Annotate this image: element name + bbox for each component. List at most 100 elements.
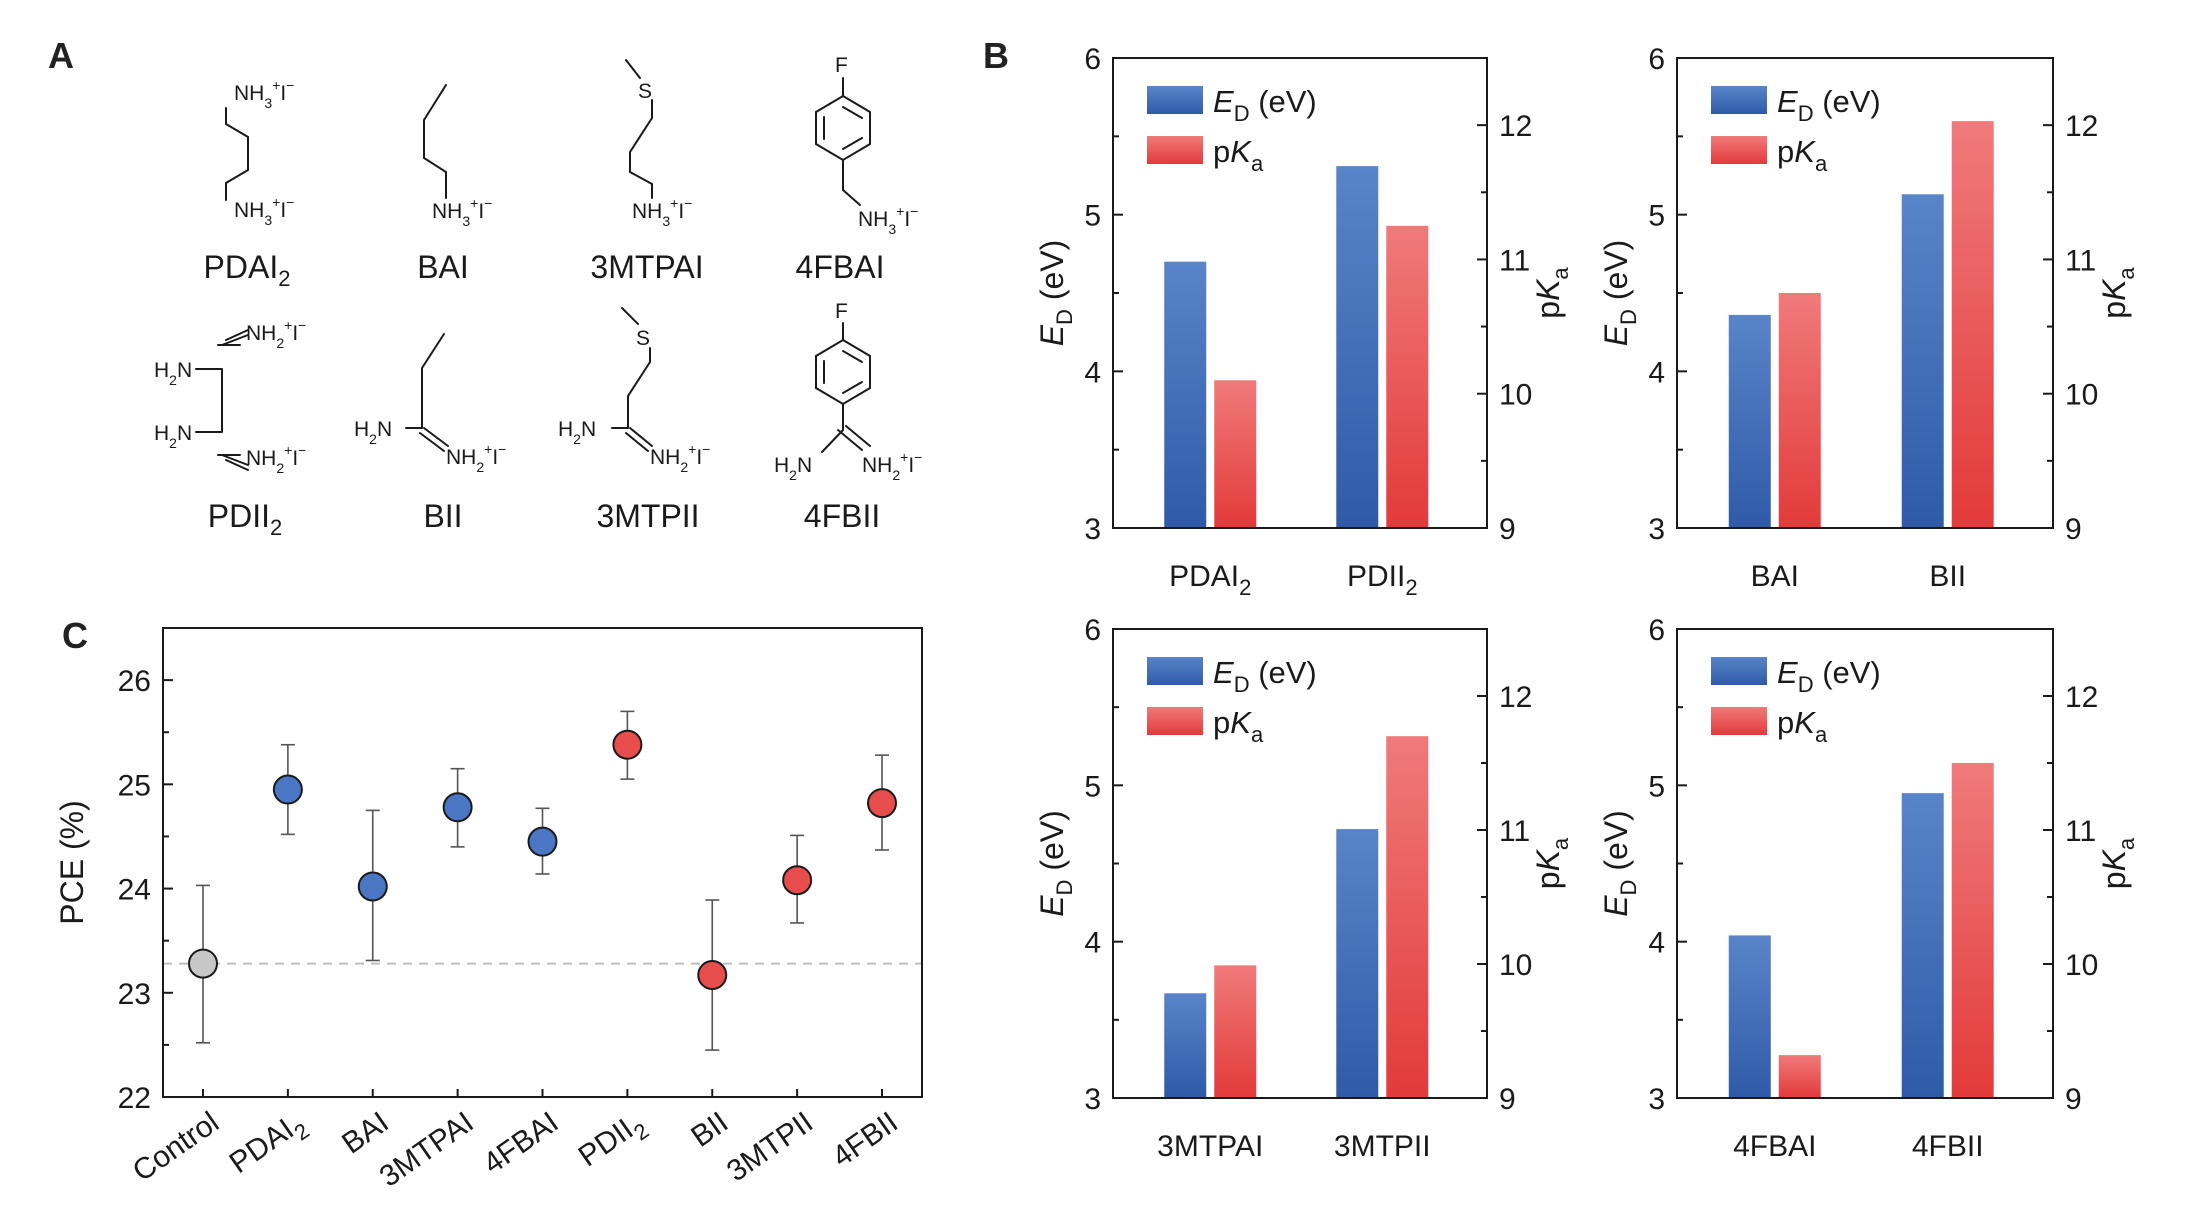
molecule-3mtpai: S NH3+I− 3MTPAI — [590, 59, 704, 285]
right-tick-label: 9 — [1499, 1083, 1516, 1116]
right-tick-label: 9 — [2065, 513, 2082, 546]
pce-point — [188, 948, 218, 979]
y-tick-label: 26 — [118, 665, 151, 698]
category-label: PDAI2 — [1169, 560, 1251, 600]
ed-bar — [1728, 935, 1771, 1098]
legend-symbol: p — [1777, 134, 1794, 169]
legend-swatch — [1711, 86, 1767, 114]
pdii2-name: PDII2 — [208, 498, 282, 540]
ed-bar — [1728, 314, 1771, 528]
bii-iminium-label: NH2+I− — [446, 441, 506, 475]
category-main: PDII — [573, 1113, 640, 1174]
pce-point — [272, 774, 303, 805]
pce-category-label: BII — [685, 1106, 734, 1154]
legend-unit: (eV) — [1250, 655, 1317, 690]
left-tick-label: 3 — [1084, 1083, 1101, 1116]
3mtpii-chain-bond — [611, 307, 653, 452]
left-tick-label: 3 — [1084, 513, 1101, 546]
legend-sub: a — [1815, 722, 1828, 747]
axis-symbol: p — [2096, 301, 2132, 319]
category-main: 4FBII — [826, 1106, 904, 1174]
4fbii-fluorine-label: F — [835, 300, 848, 323]
4fbii-iminium-label: NH2+I− — [862, 449, 922, 483]
legend-label: pKa — [1213, 705, 1264, 747]
axis-symbol: E — [1034, 324, 1070, 346]
pce-category-label: BAI — [336, 1106, 395, 1161]
ed-bar — [1164, 261, 1207, 528]
legend-symbol-italic: K — [1794, 705, 1816, 740]
axis-unit: (eV) — [1598, 810, 1634, 879]
category-label: 4FBAI — [1733, 1130, 1816, 1163]
pce-category-label: 3MTPAI — [374, 1106, 480, 1194]
pdai2-bottom-amine-label: NH3+I− — [234, 194, 294, 228]
pce-category-label: 3MTPII — [721, 1106, 819, 1188]
axis-unit: (eV) — [1034, 240, 1070, 309]
right-axis-title: pKa — [2096, 837, 2139, 889]
3mtpii-amine-label: H2N — [558, 418, 596, 447]
legend-sub: a — [1815, 151, 1828, 176]
bii-name: BII — [423, 498, 462, 534]
legend-label: pKa — [1777, 705, 1828, 747]
category-main: 4FBAI — [477, 1106, 564, 1181]
legend-label: pKa — [1213, 134, 1264, 176]
axis-symbol: p — [1530, 301, 1566, 319]
left-tick-label: 4 — [1084, 356, 1101, 389]
category-label: BII — [1929, 560, 1966, 593]
legend-unit: (eV) — [1814, 655, 1881, 690]
right-tick-label: 10 — [2065, 379, 2098, 412]
3mtpai-name: 3MTPAI — [590, 249, 703, 285]
bii-chain-bond — [405, 333, 449, 452]
molecule-pdii2: NH2+I− H2N H2N NH2+I− PDII2 — [154, 317, 306, 540]
pdii2-top-iminium-label: NH2+I− — [246, 317, 306, 351]
pce-point — [527, 826, 558, 857]
ed-bar — [1336, 829, 1379, 1098]
legend-unit: (eV) — [1250, 84, 1317, 119]
axis-unit: (eV) — [1598, 240, 1634, 309]
left-tick-label: 6 — [1084, 614, 1101, 647]
right-tick-label: 12 — [2065, 110, 2098, 143]
left-tick-label: 4 — [1648, 927, 1665, 960]
4fbii-ring-bond — [815, 322, 871, 453]
panel-label-c: C — [62, 615, 88, 656]
pdii2-bottom-iminium-label: NH2+I− — [246, 442, 306, 476]
legend-label: ED (eV) — [1213, 655, 1317, 697]
pce-point — [442, 792, 473, 823]
pdii2-chain-bond — [195, 329, 249, 471]
pka-bar — [1386, 225, 1429, 528]
legend-swatch — [1711, 657, 1767, 685]
panel-label-b: B — [983, 35, 1009, 76]
axis-sub: D — [1616, 309, 1641, 325]
pdii2-bottom-amine-label: H2N — [154, 422, 192, 451]
y-tick-label: 22 — [118, 1082, 151, 1115]
3mtpai-sulfur-label: S — [638, 80, 652, 103]
ed-bar — [1901, 793, 1944, 1098]
legend-label: ED (eV) — [1777, 655, 1881, 697]
legend-sub: D — [1234, 672, 1250, 697]
right-axis-title: pKa — [1530, 267, 1573, 319]
left-axis-title: ED (eV) — [1598, 810, 1641, 917]
left-tick-label: 5 — [1084, 200, 1101, 233]
category-label-main: BII — [1929, 560, 1966, 593]
molecule-bai: NH3+I− BAI — [417, 84, 492, 285]
category-label-main: 4FBII — [1912, 1130, 1984, 1163]
category-label-sub: 2 — [1405, 575, 1417, 600]
pce-point — [357, 871, 388, 902]
4fbai-amine-label: NH3+I− — [858, 203, 918, 237]
y-tick-label: 24 — [118, 874, 151, 907]
axis-symbol: E — [1598, 324, 1634, 346]
category-label-main: PDII — [1347, 560, 1405, 593]
category-label: 3MTPAI — [1157, 1130, 1263, 1163]
axis-symbol: p — [1530, 871, 1566, 889]
bai-name: BAI — [417, 249, 469, 285]
right-tick-label: 10 — [2065, 949, 2098, 982]
4fbai-fluorine-label: F — [835, 54, 848, 77]
legend-unit: (eV) — [1814, 84, 1881, 119]
legend-symbol: p — [1777, 705, 1794, 740]
category-label-main: PDAI — [1169, 560, 1239, 593]
legend-sub: D — [1234, 101, 1250, 126]
legend-label: ED (eV) — [1777, 84, 1881, 126]
4fbii-amine-label: H2N — [774, 454, 812, 483]
